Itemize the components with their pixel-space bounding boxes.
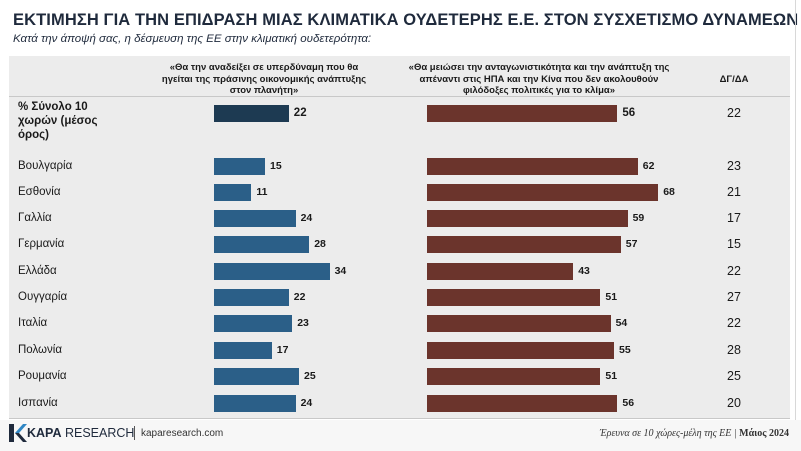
chart-subtitle: Κατά την άποψή σας, η δέσμευση της ΕΕ στ… — [13, 33, 372, 45]
value-label-climate: 59 — [632, 212, 645, 224]
dkna-value: 22 — [727, 106, 741, 120]
value-label-green: 24 — [300, 212, 313, 224]
row-label: Βουλγαρία — [18, 160, 73, 172]
footer-bar — [0, 420, 801, 451]
row-label: Ουγγαρία — [18, 291, 68, 303]
row-label: Πολωνία — [18, 344, 62, 356]
bar-reduced-competitiveness — [427, 263, 574, 280]
bar-green-superpower — [214, 236, 310, 253]
bar-reduced-competitiveness — [427, 236, 621, 253]
bar-green-superpower — [214, 342, 272, 359]
bar-green-superpower — [214, 395, 296, 412]
dkna-value: 22 — [727, 264, 741, 278]
bar-reduced-competitiveness — [427, 395, 618, 412]
bar-green-superpower — [214, 315, 293, 332]
bar-green-superpower — [214, 210, 296, 227]
bar-green-superpower — [214, 184, 252, 201]
row-label: % Σύνολο 10 χωρών (μέσος όρος) — [18, 101, 98, 141]
bar-green-superpower — [214, 368, 299, 385]
frame-border — [795, 0, 796, 451]
value-label-climate: 55 — [619, 344, 631, 356]
value-label-green: 25 — [304, 370, 316, 382]
bar-green-superpower — [214, 105, 289, 122]
bar-green-superpower — [214, 289, 289, 306]
bar-reduced-competitiveness — [427, 210, 628, 227]
dkna-value: 17 — [727, 211, 741, 225]
bar-reduced-competitiveness — [427, 368, 601, 385]
kapa-logo-icon — [9, 424, 27, 442]
dkna-value: 23 — [727, 159, 741, 173]
dkna-value: 15 — [727, 237, 741, 251]
value-label-climate: 57 — [625, 238, 638, 250]
row-label: Ισπανία — [18, 397, 58, 409]
dkna-value: 20 — [727, 396, 741, 410]
dkna-value: 21 — [727, 185, 741, 199]
chart-title: ΕΚΤΙΜΗΣΗ ΓΙΑ ΤΗΝ ΕΠΙΔΡΑΣΗ ΜΙΑΣ ΚΛΙΜΑΤΙΚΑ… — [13, 11, 799, 29]
plot-bottom-divider — [9, 418, 790, 419]
row-label: Γαλλία — [18, 212, 52, 224]
value-label-green: 24 — [300, 397, 313, 409]
dkna-value: 27 — [727, 290, 741, 304]
website-link[interactable]: kaparesearch.com — [141, 428, 224, 439]
value-label-climate: 51 — [605, 291, 618, 303]
value-label-green: 23 — [297, 317, 309, 329]
bar-reduced-competitiveness — [427, 315, 611, 332]
value-label-green: 34 — [334, 265, 347, 277]
value-label-climate: 43 — [578, 265, 590, 277]
footer-separator — [134, 426, 135, 440]
value-label-green: 22 — [293, 107, 307, 119]
bar-reduced-competitiveness — [427, 184, 659, 201]
value-label-climate: 56 — [622, 397, 635, 409]
value-label-climate: 62 — [642, 160, 655, 172]
bar-reduced-competitiveness — [427, 342, 614, 359]
row-label: Ιταλία — [18, 317, 48, 329]
row-label: Ελλάδα — [18, 265, 57, 277]
bar-reduced-competitiveness — [427, 105, 618, 122]
header-divider — [9, 96, 790, 97]
value-label-green: 11 — [256, 186, 268, 198]
brand-name: KAPA RESEARCH — [27, 426, 135, 440]
column-header-dkna: ΔΓ/ΔΑ — [719, 74, 749, 85]
survey-source: Έρευνα σε 10 χώρες-μέλη της ΕΕ | Μάιος 2… — [599, 428, 789, 439]
value-label-climate: 51 — [605, 370, 618, 382]
value-label-green: 15 — [270, 160, 282, 172]
row-label: Γερμανία — [18, 238, 65, 250]
dkna-value: 25 — [727, 369, 741, 383]
value-label-climate: 68 — [663, 186, 675, 198]
value-label-climate: 54 — [615, 317, 628, 329]
row-label: Εσθονία — [18, 186, 61, 198]
bar-green-superpower — [214, 158, 265, 175]
plot-area — [9, 56, 790, 418]
value-label-green: 22 — [293, 291, 306, 303]
value-label-climate: 56 — [622, 107, 636, 119]
value-label-green: 17 — [276, 344, 289, 356]
bar-green-superpower — [214, 263, 330, 280]
dkna-value: 22 — [727, 316, 741, 330]
column-header-green-superpower: «Θα την αναδείξει σε υπερδύναμη που θα η… — [161, 62, 367, 96]
value-label-green: 28 — [314, 238, 326, 250]
bar-reduced-competitiveness — [427, 158, 638, 175]
row-label: Ρουμανία — [18, 370, 67, 382]
column-header-reduced-competitiveness: «Θα μειώσει την ανταγωνιστικότητα και τη… — [408, 62, 670, 96]
dkna-value: 28 — [727, 343, 741, 357]
bar-reduced-competitiveness — [427, 289, 601, 306]
